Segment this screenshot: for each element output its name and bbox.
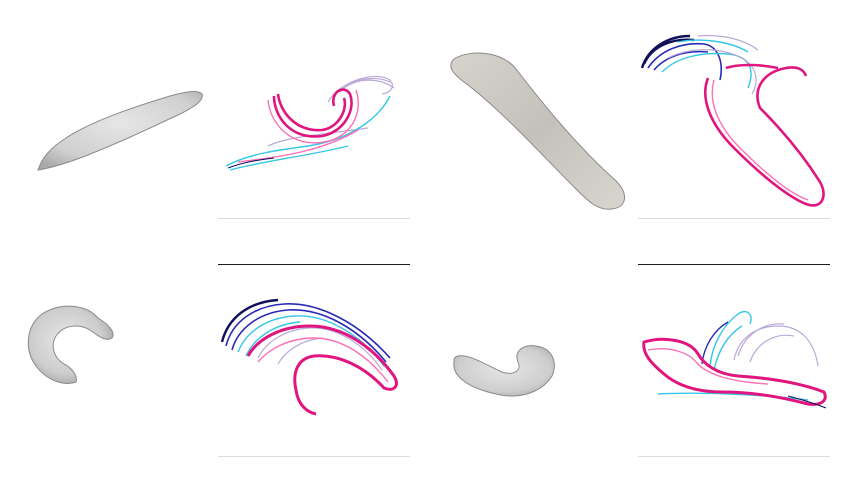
divider-r1c2-top bbox=[218, 218, 410, 219]
worm-body bbox=[38, 92, 202, 170]
contour-trace-r1c4 bbox=[638, 28, 830, 214]
divider-r1c4-top bbox=[638, 218, 830, 219]
worm-body bbox=[454, 346, 554, 396]
magenta-outlines bbox=[705, 65, 823, 205]
worm-body bbox=[451, 53, 625, 209]
contour-trace-r2c4 bbox=[638, 296, 830, 420]
contour-trace-r2c2 bbox=[218, 296, 410, 420]
divider-r1c4-bottom bbox=[638, 264, 830, 265]
worm-image-r2c3 bbox=[448, 340, 560, 406]
worm-image-r1c3 bbox=[440, 45, 635, 215]
cyan-outlines bbox=[658, 312, 808, 400]
cyan-outlines bbox=[226, 96, 390, 170]
worm-image-r2c1 bbox=[20, 298, 130, 390]
blue-outlines bbox=[648, 44, 721, 80]
divider-r2c4-bottom bbox=[638, 456, 830, 457]
lavender-outlines bbox=[268, 76, 394, 146]
divider-r1c2-bottom bbox=[218, 264, 410, 265]
worm-body bbox=[28, 306, 113, 383]
divider-r2c2-bottom bbox=[218, 456, 410, 457]
contour-trace-r1c2 bbox=[218, 66, 410, 178]
navy-outlines bbox=[228, 158, 274, 168]
lavender-outlines bbox=[258, 328, 382, 370]
magenta-outlines bbox=[274, 90, 352, 137]
lavender-outlines bbox=[734, 324, 818, 366]
worm-image-r1c1 bbox=[20, 70, 215, 190]
